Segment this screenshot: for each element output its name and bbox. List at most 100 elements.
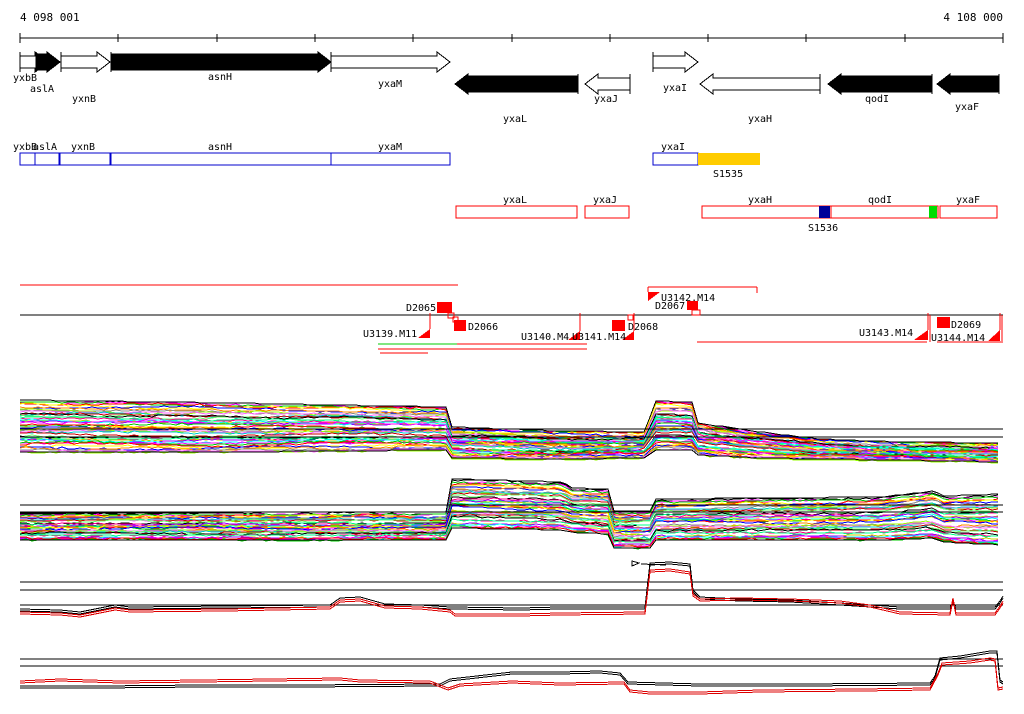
- operon-label-qodI: qodI: [868, 195, 892, 206]
- probe-U3140.M4[interactable]: U3140.M4: [521, 313, 581, 343]
- gene-arrow-shape[interactable]: [110, 50, 332, 74]
- operon-box[interactable]: [939, 205, 998, 219]
- expression-band-1: [19, 399, 1003, 464]
- probe-step-mark: [627, 314, 634, 321]
- black-trace: [20, 650, 1004, 687]
- probe-label-D2067: D2067: [655, 301, 685, 312]
- profile-line: [20, 486, 998, 520]
- probe-D2069[interactable]: D2069: [937, 317, 981, 331]
- operon-box[interactable]: [330, 152, 451, 166]
- gene-arrow-yxaI[interactable]: [652, 50, 699, 74]
- segment-box-S1535[interactable]: [698, 153, 760, 165]
- operon-box[interactable]: [455, 205, 578, 219]
- artifact-triangle: [631, 560, 641, 567]
- operon-box[interactable]: [652, 152, 699, 166]
- gene-arrow-asnH[interactable]: [110, 50, 332, 74]
- red-trace: [19, 570, 1004, 618]
- gene-label-yxaL: yxaL: [503, 114, 527, 125]
- segment-box[interactable]: [929, 206, 937, 218]
- probe-flag-triangle[interactable]: [622, 331, 634, 340]
- probe-U3142.M14[interactable]: U3142.M14: [647, 287, 715, 304]
- operon-label-asnH: asnH: [208, 142, 232, 153]
- gene-arrow-shape[interactable]: [330, 50, 451, 74]
- probe-D2067[interactable]: D2067: [655, 301, 698, 312]
- gene-arrow-yxaJ[interactable]: [584, 72, 631, 96]
- operon-label-yxaL: yxaL: [503, 195, 527, 206]
- ratio-plot-1: [19, 561, 1004, 618]
- gene-label-qodI: qodI: [865, 94, 889, 105]
- profile-line: [19, 512, 998, 540]
- ruler: [19, 33, 1004, 43]
- probe-flag-square[interactable]: [437, 302, 452, 313]
- probe-U3143.M14[interactable]: U3143.M14: [859, 313, 929, 340]
- probe-flag-triangle[interactable]: [568, 331, 580, 340]
- probe-flag-triangle[interactable]: [418, 329, 430, 338]
- probe-flag-square[interactable]: [612, 320, 625, 331]
- probe-U3144.M14[interactable]: U3144.M14: [931, 313, 1001, 344]
- probe-D2066[interactable]: D2066: [454, 320, 498, 333]
- probe-flag-square[interactable]: [937, 317, 950, 328]
- gene-label-yxaI: yxaI: [663, 83, 687, 94]
- gene-arrow-shape[interactable]: [652, 50, 699, 74]
- segment-box-S1536[interactable]: [819, 206, 830, 218]
- operon-label-yxaM: yxaM: [378, 142, 402, 153]
- gene-arrow-shape[interactable]: [35, 50, 61, 74]
- profile-line: [19, 515, 999, 542]
- gene-arrow-shape[interactable]: [60, 50, 111, 74]
- probe-step-mark: [447, 312, 455, 319]
- operon-box[interactable]: [830, 205, 939, 219]
- gene-arrow-qodI[interactable]: [827, 72, 933, 96]
- gene-label-yxaH: yxaH: [748, 114, 772, 125]
- probe-D2065[interactable]: D2065: [406, 302, 452, 314]
- probe-flag-square[interactable]: [687, 301, 698, 310]
- operon-box[interactable]: [19, 152, 36, 166]
- operon-box[interactable]: [59, 152, 111, 166]
- profile-line: [19, 405, 998, 448]
- operon-box[interactable]: [110, 152, 332, 166]
- probe-U3139.M11[interactable]: U3139.M11: [363, 313, 431, 340]
- gene-label-yxaM: yxaM: [378, 79, 402, 90]
- gene-arrow-shape[interactable]: [936, 72, 1000, 96]
- probe-U3141.M14[interactable]: U3141.M14: [572, 313, 635, 343]
- gene-arrow-yxaM[interactable]: [330, 50, 451, 74]
- probe-D2068[interactable]: D2068: [612, 320, 658, 333]
- gene-arrow-yxaL[interactable]: [454, 72, 579, 96]
- probe-flag-triangle[interactable]: [914, 330, 928, 340]
- operon-track-red: S1536 yxaL yxaJ yxaH qodI yxaF: [455, 195, 998, 234]
- gene-arrow-shape[interactable]: [454, 72, 579, 96]
- operon-label-yxaI: yxaI: [661, 142, 685, 153]
- profile-line: [19, 481, 999, 517]
- gene-arrow-yxaF[interactable]: [936, 72, 1000, 96]
- probe-label-U3144.M14: U3144.M14: [931, 333, 985, 344]
- ruler-end-label: 4 108 000: [943, 11, 1003, 24]
- probe-flag-triangle[interactable]: [648, 292, 660, 301]
- gene-arrow-yxaH[interactable]: [699, 72, 821, 96]
- operon-box[interactable]: [584, 205, 630, 219]
- gene-label-aslA: aslA: [30, 84, 54, 95]
- gene-label-yxaJ: yxaJ: [594, 94, 618, 105]
- operon-box[interactable]: [34, 152, 60, 166]
- probe-step-mark: [452, 316, 459, 323]
- gene-arrow-shape[interactable]: [827, 72, 933, 96]
- gene-label-yxaF: yxaF: [955, 102, 979, 113]
- profile-envelope-top: [20, 478, 998, 514]
- profile-envelope-bottom: [20, 527, 999, 549]
- gene-arrow-aslA[interactable]: [35, 50, 61, 74]
- gene-arrow-yxnB[interactable]: [60, 50, 111, 74]
- operon-box[interactable]: [701, 205, 832, 219]
- gene-arrow-shape[interactable]: [584, 72, 631, 96]
- probe-flag-triangle[interactable]: [988, 330, 1000, 341]
- operon-label-yxaF: yxaF: [956, 195, 980, 206]
- expression-band-2: [19, 478, 1003, 550]
- probe-flag-square[interactable]: [454, 320, 466, 331]
- gene-arrow-shape[interactable]: [699, 72, 821, 96]
- profile-line: [20, 504, 999, 533]
- profile-line: [20, 426, 999, 454]
- black-trace: [20, 652, 1004, 689]
- profile-line: [20, 441, 998, 461]
- profile-line: [20, 526, 999, 548]
- probe-label-U3143.M14: U3143.M14: [859, 328, 913, 339]
